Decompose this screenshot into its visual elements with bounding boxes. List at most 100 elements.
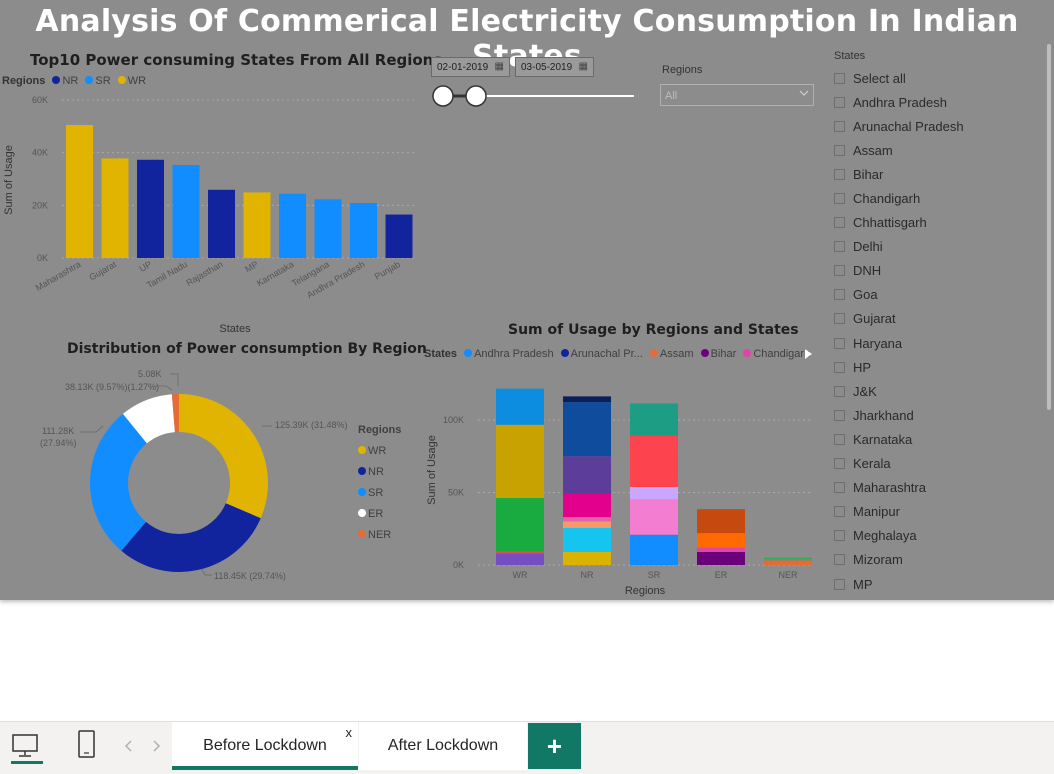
checkbox[interactable] [834, 289, 845, 301]
bar[interactable] [350, 202, 377, 258]
stack-segment[interactable] [563, 396, 611, 403]
stack-segment[interactable] [496, 388, 544, 425]
stack-segment[interactable] [630, 499, 678, 535]
state-option[interactable]: Chhattisgarh [834, 211, 1044, 235]
bar[interactable] [66, 125, 93, 258]
stack-legend-item[interactable]: Bihar [710, 348, 737, 360]
stack-segment[interactable] [697, 533, 745, 548]
date-end-input[interactable]: 03-05-2019 ▦ [515, 57, 594, 77]
state-option[interactable]: Jharkhand [834, 403, 1044, 427]
stack-segment[interactable] [764, 559, 812, 562]
donut-legend-item[interactable]: WR [358, 441, 401, 462]
stack-segment[interactable] [563, 493, 611, 518]
checkbox[interactable] [834, 96, 845, 108]
tab-before-lockdown[interactable]: Before Lockdown x [172, 722, 358, 770]
checkbox[interactable] [834, 72, 845, 84]
donut-slice-nr[interactable] [121, 503, 261, 572]
stack-segment[interactable] [563, 517, 611, 522]
stack-segment[interactable] [697, 551, 745, 565]
scroll-right-icon[interactable] [152, 740, 162, 752]
stack-segment[interactable] [630, 486, 678, 500]
stack-segment[interactable] [563, 456, 611, 494]
mobile-view-icon[interactable] [76, 729, 98, 761]
date-start-input[interactable]: 02-01-2019 ▦ [431, 57, 510, 77]
donut-legend-item[interactable]: ER [358, 504, 401, 525]
slicer-scrollbar[interactable] [1047, 44, 1051, 410]
donut-legend-item[interactable]: SR [358, 483, 401, 504]
donut-slice-sr[interactable] [89, 413, 147, 551]
calendar-icon[interactable]: ▦ [578, 61, 588, 72]
stack-legend-item[interactable]: Assam [659, 348, 694, 360]
regions-dropdown[interactable]: All [660, 84, 814, 106]
close-icon[interactable]: x [345, 725, 353, 740]
checkbox[interactable] [834, 554, 845, 566]
scroll-left-icon[interactable] [123, 740, 133, 752]
stack-segment[interactable] [496, 551, 544, 554]
state-option[interactable]: Bihar [834, 162, 1044, 186]
tab-after-lockdown[interactable]: After Lockdown [359, 722, 527, 770]
stack-segment[interactable] [563, 551, 611, 565]
state-option[interactable]: Meghalaya [834, 524, 1044, 548]
checkbox[interactable] [834, 433, 845, 445]
bar-legend-item[interactable]: WR [127, 75, 147, 87]
bar-legend-item[interactable]: SR [95, 75, 111, 87]
stack-segment[interactable] [496, 424, 544, 499]
state-option[interactable]: Goa [834, 283, 1044, 307]
checkbox[interactable] [834, 120, 845, 132]
donut-slice-wr[interactable] [179, 394, 268, 519]
state-option[interactable]: Haryana [834, 331, 1044, 355]
checkbox[interactable] [834, 482, 845, 494]
stack-segment[interactable] [563, 402, 611, 457]
state-option[interactable]: Assam [834, 138, 1044, 162]
checkbox[interactable] [834, 144, 845, 156]
state-option[interactable]: HP [834, 355, 1044, 379]
stack-segment[interactable] [697, 547, 745, 552]
bar[interactable] [314, 199, 342, 258]
stack-segment[interactable] [563, 521, 611, 529]
select-all-option[interactable]: Select all [834, 66, 1044, 90]
stack-segment[interactable] [563, 528, 611, 552]
state-option[interactable]: Gujarat [834, 307, 1044, 331]
bar[interactable] [172, 165, 200, 258]
checkbox[interactable] [834, 241, 845, 253]
donut-legend-item[interactable]: NR [358, 462, 401, 483]
add-page-button[interactable]: + [528, 723, 581, 769]
state-option[interactable]: MP [834, 572, 1044, 596]
checkbox[interactable] [834, 506, 845, 518]
state-option[interactable]: Andhra Pradesh [834, 90, 1044, 114]
stack-segment[interactable] [764, 557, 812, 560]
checkbox[interactable] [834, 385, 845, 397]
stacked-column-chart[interactable]: 0K 50K 100K WR NR SR ER NER Sum of Usage Regions [420, 385, 820, 600]
state-option[interactable]: Mizoram [834, 548, 1044, 572]
stack-segment[interactable] [630, 534, 678, 565]
bar[interactable] [137, 159, 164, 258]
checkbox[interactable] [834, 168, 845, 180]
state-option[interactable]: Arunachal Pradesh [834, 114, 1044, 138]
stack-segment[interactable] [764, 561, 812, 565]
checkbox[interactable] [834, 265, 845, 277]
stack-segment[interactable] [630, 403, 678, 436]
checkbox[interactable] [834, 217, 845, 229]
checkbox[interactable] [834, 313, 845, 325]
slider-end-handle[interactable] [465, 85, 487, 107]
state-option[interactable]: DNH [834, 259, 1044, 283]
donut-chart[interactable]: 5.08K 38.13K (9.57%)(1.27%) 111.28K (27.… [0, 360, 420, 590]
date-range-slider[interactable] [430, 83, 640, 109]
checkbox[interactable] [834, 193, 845, 205]
state-option[interactable]: J&K [834, 379, 1044, 403]
donut-slice-er[interactable] [122, 394, 175, 444]
bar[interactable] [208, 189, 235, 258]
state-option[interactable]: Karnataka [834, 427, 1044, 451]
stack-segment[interactable] [496, 498, 544, 552]
checkbox[interactable] [834, 578, 845, 590]
bar-legend-item[interactable]: NR [62, 75, 79, 87]
checkbox[interactable] [834, 530, 845, 542]
checkbox[interactable] [834, 458, 845, 470]
stack-legend-item[interactable]: Arunachal Pr... [570, 348, 643, 360]
checkbox[interactable] [834, 361, 845, 373]
stack-segment[interactable] [496, 553, 544, 565]
donut-slice-ner[interactable] [171, 394, 179, 433]
stack-segment[interactable] [630, 435, 678, 487]
stack-segment[interactable] [697, 509, 745, 534]
